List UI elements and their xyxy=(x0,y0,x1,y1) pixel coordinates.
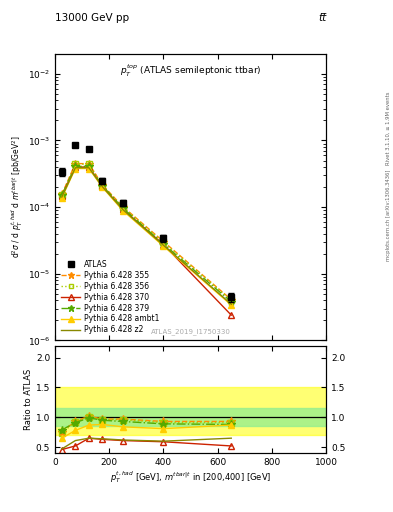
Pythia 6.428 356 xyxy=(121,204,125,210)
Pythia 6.428 379 xyxy=(73,163,78,169)
Pythia 6.428 355 xyxy=(229,296,234,303)
Pythia 6.428 z2 xyxy=(161,242,166,248)
Pythia 6.428 370 xyxy=(86,164,91,170)
Pythia 6.428 ambt1 xyxy=(161,243,166,249)
Pythia 6.428 355 xyxy=(100,182,105,188)
Line: Pythia 6.428 379: Pythia 6.428 379 xyxy=(58,162,235,306)
Text: 13000 GeV pp: 13000 GeV pp xyxy=(55,13,129,23)
Text: tt̅: tt̅ xyxy=(318,13,326,23)
Line: Pythia 6.428 z2: Pythia 6.428 z2 xyxy=(62,168,231,304)
Bar xyxy=(55,409,326,426)
Text: ATLAS_2019_I1750330: ATLAS_2019_I1750330 xyxy=(151,328,231,335)
Pythia 6.428 355 xyxy=(73,161,78,167)
Pythia 6.428 356 xyxy=(161,240,166,246)
Pythia 6.428 379 xyxy=(100,183,105,189)
Pythia 6.428 370 xyxy=(229,312,234,318)
Line: Pythia 6.428 ambt1: Pythia 6.428 ambt1 xyxy=(58,165,235,309)
Text: $p_T^{top}$ (ATLAS semileptonic ttbar): $p_T^{top}$ (ATLAS semileptonic ttbar) xyxy=(120,62,261,79)
Pythia 6.428 356 xyxy=(73,161,78,167)
Pythia 6.428 356 xyxy=(59,192,64,198)
Pythia 6.428 z2 xyxy=(59,194,64,200)
Pythia 6.428 370 xyxy=(121,206,125,212)
Text: Rivet 3.1.10, ≥ 1.9M events: Rivet 3.1.10, ≥ 1.9M events xyxy=(386,91,391,165)
Line: Pythia 6.428 356: Pythia 6.428 356 xyxy=(59,161,234,303)
Pythia 6.428 ambt1 xyxy=(229,302,234,308)
Pythia 6.428 z2 xyxy=(86,165,91,171)
Pythia 6.428 370 xyxy=(100,183,105,189)
Text: mcplots.cern.ch [arXiv:1306.3436]: mcplots.cern.ch [arXiv:1306.3436] xyxy=(386,169,391,261)
Pythia 6.428 355 xyxy=(121,203,125,209)
Pythia 6.428 379 xyxy=(121,205,125,211)
Pythia 6.428 379 xyxy=(161,241,166,247)
Pythia 6.428 355 xyxy=(161,239,166,245)
Pythia 6.428 379 xyxy=(59,193,64,199)
Legend: ATLAS, Pythia 6.428 355, Pythia 6.428 356, Pythia 6.428 370, Pythia 6.428 379, P: ATLAS, Pythia 6.428 355, Pythia 6.428 35… xyxy=(59,258,162,337)
Line: Pythia 6.428 355: Pythia 6.428 355 xyxy=(58,159,235,304)
Pythia 6.428 370 xyxy=(161,242,166,248)
Pythia 6.428 356 xyxy=(100,183,105,189)
Bar xyxy=(55,388,326,435)
Pythia 6.428 356 xyxy=(229,297,234,304)
Pythia 6.428 355 xyxy=(86,161,91,167)
Pythia 6.428 379 xyxy=(86,163,91,169)
Pythia 6.428 370 xyxy=(73,164,78,170)
Pythia 6.428 ambt1 xyxy=(86,165,91,172)
Pythia 6.428 z2 xyxy=(100,184,105,190)
Line: Pythia 6.428 370: Pythia 6.428 370 xyxy=(58,163,235,318)
Pythia 6.428 z2 xyxy=(121,206,125,212)
Pythia 6.428 z2 xyxy=(229,301,234,307)
Pythia 6.428 356 xyxy=(86,161,91,167)
Pythia 6.428 ambt1 xyxy=(100,184,105,190)
X-axis label: $p_T^{t,had}$ [GeV], $m^{tbar|t}$ in [200,400] [GeV]: $p_T^{t,had}$ [GeV], $m^{tbar|t}$ in [20… xyxy=(110,470,271,485)
Pythia 6.428 z2 xyxy=(73,165,78,171)
Pythia 6.428 ambt1 xyxy=(73,165,78,172)
Pythia 6.428 ambt1 xyxy=(59,195,64,201)
Y-axis label: Ratio to ATLAS: Ratio to ATLAS xyxy=(24,369,33,430)
Y-axis label: d$^2\sigma$ / d $p_T^{t,had}$ d $m^{tbar|t}$ [pb/GeV$^2$]: d$^2\sigma$ / d $p_T^{t,had}$ d $m^{tbar… xyxy=(9,136,25,259)
Pythia 6.428 370 xyxy=(59,193,64,199)
Pythia 6.428 379 xyxy=(229,299,234,305)
Pythia 6.428 ambt1 xyxy=(121,207,125,214)
Pythia 6.428 355 xyxy=(59,191,64,198)
